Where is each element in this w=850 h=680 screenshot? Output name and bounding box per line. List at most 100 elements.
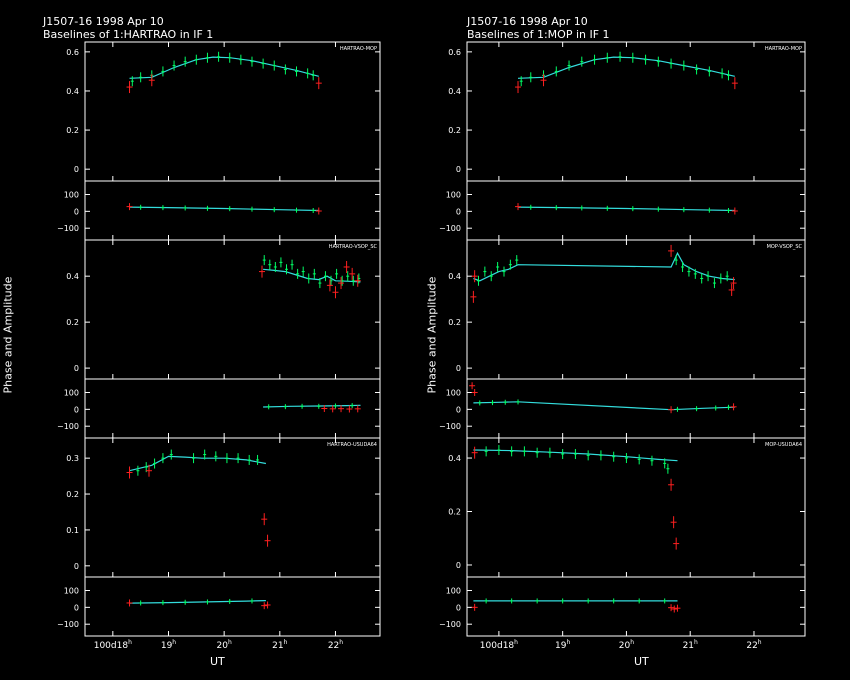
chart-right-1-baseline-label: HARTRAO-MOP: [765, 46, 802, 52]
chart-left-1-baseline-label: HARTRAO-MOP: [340, 46, 377, 52]
chart-right-1-phase-model-line: [517, 206, 735, 212]
chart-left-3-phase-ytick-label: −100: [57, 620, 79, 629]
chart-left-1-amplitude-ytick-label: 0.4: [66, 87, 79, 96]
chart-left-2-amplitude-panel: 0 0.2 0.4: [66, 255, 380, 373]
chart-right-3-amplitude-panel: 0 0.2 0.4: [448, 445, 805, 570]
chart-left-3-phase-panel: −100 0 100: [57, 586, 380, 629]
x-tick-hour: 19: [161, 641, 173, 651]
left-x-tick-label: 19h: [161, 639, 176, 651]
chart-left-2-phase-ytick-label: 0: [74, 405, 79, 414]
x-tick-hour: 21: [272, 641, 283, 651]
chart-left-2-baseline-label: HARTRAO-VSOP_SC: [329, 244, 378, 250]
chart-right-3-frame: [466, 437, 806, 637]
chart-left-1-phase-panel: −100 0 100: [57, 190, 380, 233]
x-tick-hour: 20: [619, 641, 631, 651]
x-tick-hour: 19: [555, 641, 567, 651]
x-tick-sup: h: [339, 639, 343, 646]
chart-left-2-phase-ytick-label: 100: [64, 388, 79, 397]
right-x-axis-label: UT: [634, 655, 649, 668]
chart-right-3-phase-ytick-label: −100: [439, 620, 461, 629]
right-x-tick-label: 22h: [746, 639, 761, 651]
left-x-tick-label: 20h: [217, 639, 232, 651]
chart-right-1-amplitude-ytick-label: 0.6: [448, 48, 461, 57]
chart-right-3-phase-ytick-label: 0: [456, 603, 461, 612]
left-x-tick-label: 100d18h: [94, 639, 132, 651]
chart-left-3-amplitude-ytick-label: 0.1: [66, 526, 79, 535]
chart-left-2-amplitude-ytick-label: 0: [74, 364, 79, 373]
chart-left-1-phase-model-line: [129, 206, 319, 212]
chart-right-1-amplitude-ytick-label: 0: [456, 165, 461, 174]
x-tick-sup: h: [758, 639, 762, 646]
chart-left-2-phase-ytick-label: −100: [57, 422, 79, 431]
chart-left-3-phase-model-line: [129, 600, 266, 604]
chart-right-2-amplitude-ytick-label: 0.2: [448, 318, 461, 327]
chart-right-3-baseline-label: MOP-USUDA64: [765, 442, 802, 448]
chart-left-1-amplitude-ytick-label: 0.6: [66, 48, 79, 57]
x-tick-hour: 18: [117, 641, 129, 651]
chart-right-3-amplitude-ytick-label: 0: [456, 561, 461, 570]
chart-right-2-baseline-label: MOP-VSOP_SC: [767, 244, 803, 250]
chart-right-1-amplitude-ytick-label: 0.2: [448, 126, 461, 135]
x-tick-hour: 22: [746, 641, 757, 651]
chart-left-3-frame: [84, 437, 381, 637]
x-tick-sup: h: [630, 639, 634, 646]
x-tick-hour: 20: [217, 641, 229, 651]
chart-left-2-phase-panel: −100 0 100: [57, 388, 380, 431]
left-x-tick-label: 21h: [272, 639, 287, 651]
column-right-title-line1: J1507-16 1998 Apr 10: [467, 15, 588, 28]
chart-left-2-amplitude-model-line: [263, 268, 361, 283]
chart-right-1-phase-ytick-label: −100: [439, 224, 461, 233]
column-right-title-line2: Baselines of 1:MOP in IF 1: [467, 28, 610, 41]
right-x-tick-label: 100d18h: [480, 639, 518, 651]
chart-left-3-amplitude-ytick-label: 0.3: [66, 454, 79, 463]
chart-left-3-phase-ytick-label: 100: [64, 586, 79, 595]
chart-right-1-amplitude-ytick-label: 0.4: [448, 87, 461, 96]
chart-right-3-phase-panel: −100 0 100: [439, 586, 805, 629]
x-tick-sup: h: [284, 639, 288, 646]
chart-left-3-baseline-label: HARTRAO-USUDA64: [327, 442, 377, 448]
right-x-tick-label: 20h: [619, 639, 634, 651]
chart-right-1-phase-ytick-label: 100: [446, 190, 461, 199]
chart-right-1-phase-panel: −100 0 100: [439, 190, 805, 233]
chart-left-2-phase-model-line: [263, 404, 361, 408]
chart-right-3-amplitude-ytick-label: 0.4: [448, 454, 461, 463]
chart-right-2-phase-ytick-label: 100: [446, 388, 461, 397]
chart-right-2-amplitude-ytick-label: 0: [456, 364, 461, 373]
right-x-tick-label: 21h: [683, 639, 698, 651]
chart-left-1-phase-ytick-label: −100: [57, 224, 79, 233]
left-x-tick-label: 22h: [328, 639, 343, 651]
x-tick-day: 100d: [480, 641, 503, 651]
chart-left-1-phase-ytick-label: 100: [64, 190, 79, 199]
chart-right-1-frame: [466, 41, 806, 241]
chart-right-3-phase-ytick-label: 100: [446, 586, 461, 595]
x-tick-day: 100d: [94, 641, 117, 651]
chart-right-1-amplitude-panel: 0 0.2 0.4 0.6: [448, 48, 805, 174]
column-left-title-line2: Baselines of 1:HARTRAO in IF 1: [43, 28, 214, 41]
chart-left-1-amplitude-model-line: [129, 56, 319, 79]
chart-left-3-amplitude-ytick-label: 0.2: [66, 490, 79, 499]
chart-right-1-amplitude-model-line: [517, 56, 735, 79]
x-tick-hour: 22: [328, 641, 339, 651]
chart-right-2-amplitude-panel: 0 0.2 0.4: [448, 244, 805, 373]
chart-right-2-phase-model-line: [473, 401, 735, 411]
chart-right-3-amplitude-ytick-label: 0.2: [448, 508, 461, 517]
chart-left-1-phase-ytick-label: 0: [74, 207, 79, 216]
column-left-title-line1: J1507-16 1998 Apr 10: [43, 15, 164, 28]
chart-left-3-amplitude-ytick-label: 0: [74, 562, 79, 571]
right-x-tick-label: 19h: [555, 639, 570, 651]
chart-right-1-phase-ytick-label: 0: [456, 207, 461, 216]
chart-left-2-amplitude-ytick-label: 0.2: [66, 318, 79, 327]
chart-left-3-amplitude-panel: 0 0.1 0.2 0.3: [66, 449, 380, 571]
chart-left-3-amplitude-model-line: [129, 455, 267, 472]
left-x-axis-label: UT: [210, 655, 225, 668]
chart-left-1-amplitude-ytick-label: 0: [74, 165, 79, 174]
chart-right-2-amplitude-ytick-label: 0.4: [448, 272, 461, 281]
chart-right-2-phase-ytick-label: 0: [456, 405, 461, 414]
chart-left-2-amplitude-ytick-label: 0.4: [66, 272, 79, 281]
x-tick-sup: h: [172, 639, 176, 646]
chart-right-2-phase-ytick-label: −100: [439, 422, 461, 431]
x-tick-sup: h: [566, 639, 570, 646]
x-tick-sup: h: [228, 639, 232, 646]
chart-left-1-frame: [84, 41, 381, 241]
